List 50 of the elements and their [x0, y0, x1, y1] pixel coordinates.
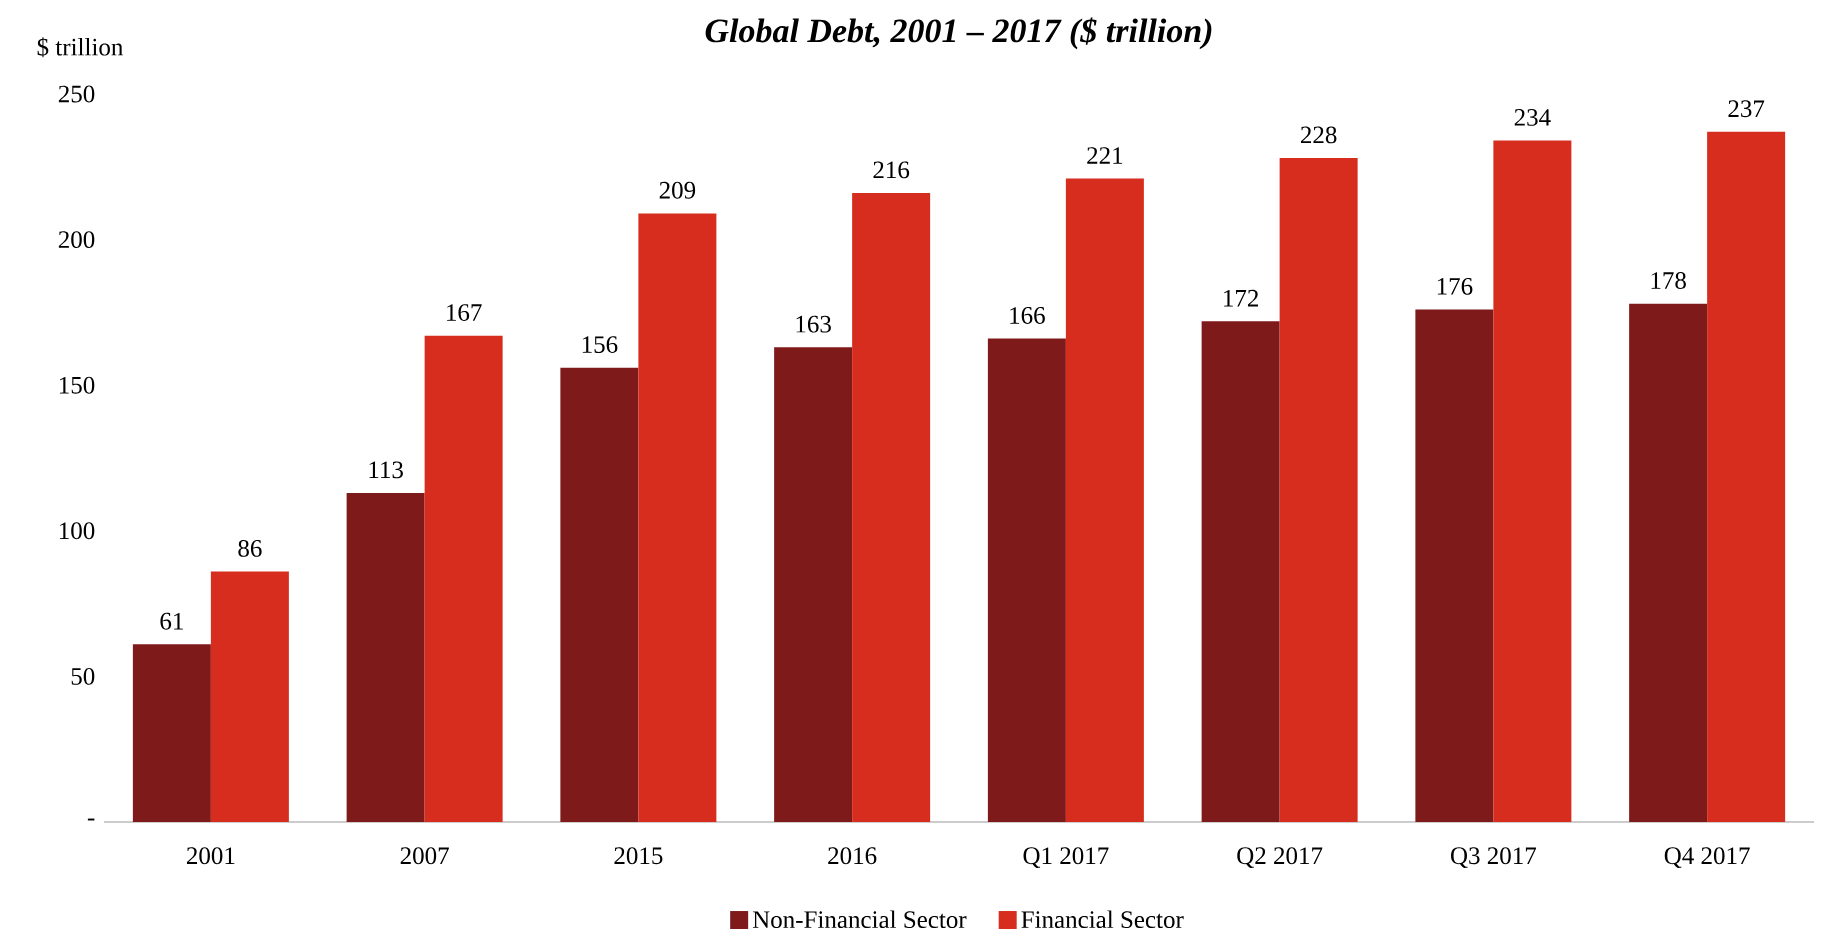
bar [774, 347, 853, 822]
x-tick-label: Q1 2017 [1023, 847, 1109, 868]
data-label: 156 [582, 336, 618, 353]
x-tick-label: 2001 [186, 847, 235, 865]
chart-title: Global Debt, 2001 – 2017 ($ trillion) [705, 17, 1212, 50]
bar [560, 367, 639, 822]
data-label: 167 [447, 304, 482, 321]
bar [1201, 321, 1280, 822]
data-label: 163 [796, 315, 831, 333]
bar [1065, 178, 1144, 822]
bar [424, 335, 503, 822]
y-tick-label: 200 [58, 231, 95, 249]
legend-label: Non-Financial Sector [752, 910, 967, 929]
x-tick-label: Q2 2017 [1237, 847, 1323, 868]
bar [346, 492, 425, 822]
bar [1629, 303, 1708, 822]
x-tick-label: Q4 2017 [1664, 847, 1750, 868]
data-label: 228 [1300, 126, 1337, 144]
data-label: 113 [369, 461, 403, 479]
bar [210, 571, 289, 822]
data-label: 221 [1087, 147, 1123, 164]
y-tick-label: 150 [59, 376, 95, 394]
bar [1415, 309, 1494, 822]
x-tick-label: 2007 [400, 847, 449, 865]
bar [1279, 158, 1358, 822]
bar [1493, 140, 1572, 822]
y-tick-label: 100 [59, 522, 95, 540]
data-label: 237 [1728, 100, 1765, 118]
y-tick-label: 250 [58, 85, 95, 103]
data-label: 176 [1437, 277, 1473, 295]
y-axis-title: $ trillion [37, 37, 124, 58]
data-label: 166 [1010, 307, 1045, 324]
x-tick-label: Q3 2017 [1451, 847, 1537, 868]
data-label: 86 [238, 539, 262, 557]
data-label: 178 [1651, 272, 1686, 289]
data-label: 172 [1224, 289, 1259, 307]
bar [1707, 131, 1786, 822]
x-tick-label: 2016 [828, 847, 877, 865]
y-tick-label: - [87, 818, 95, 821]
data-label: 234 [1514, 109, 1551, 126]
data-label: 209 [659, 181, 696, 199]
x-tick-label: 2015 [614, 847, 663, 865]
bar [638, 213, 717, 822]
legend-label: Financial Sector [1021, 910, 1184, 929]
y-tick-label: 50 [71, 667, 95, 685]
data-label: 61 [160, 612, 183, 630]
bar [987, 338, 1066, 822]
data-label: 216 [873, 161, 910, 179]
bar [852, 193, 931, 822]
bar [132, 644, 211, 822]
